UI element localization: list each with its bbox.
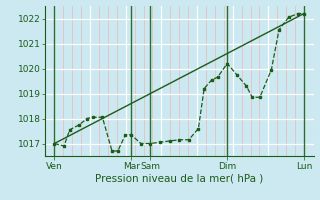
X-axis label: Pression niveau de la mer( hPa ): Pression niveau de la mer( hPa ): [95, 173, 263, 183]
